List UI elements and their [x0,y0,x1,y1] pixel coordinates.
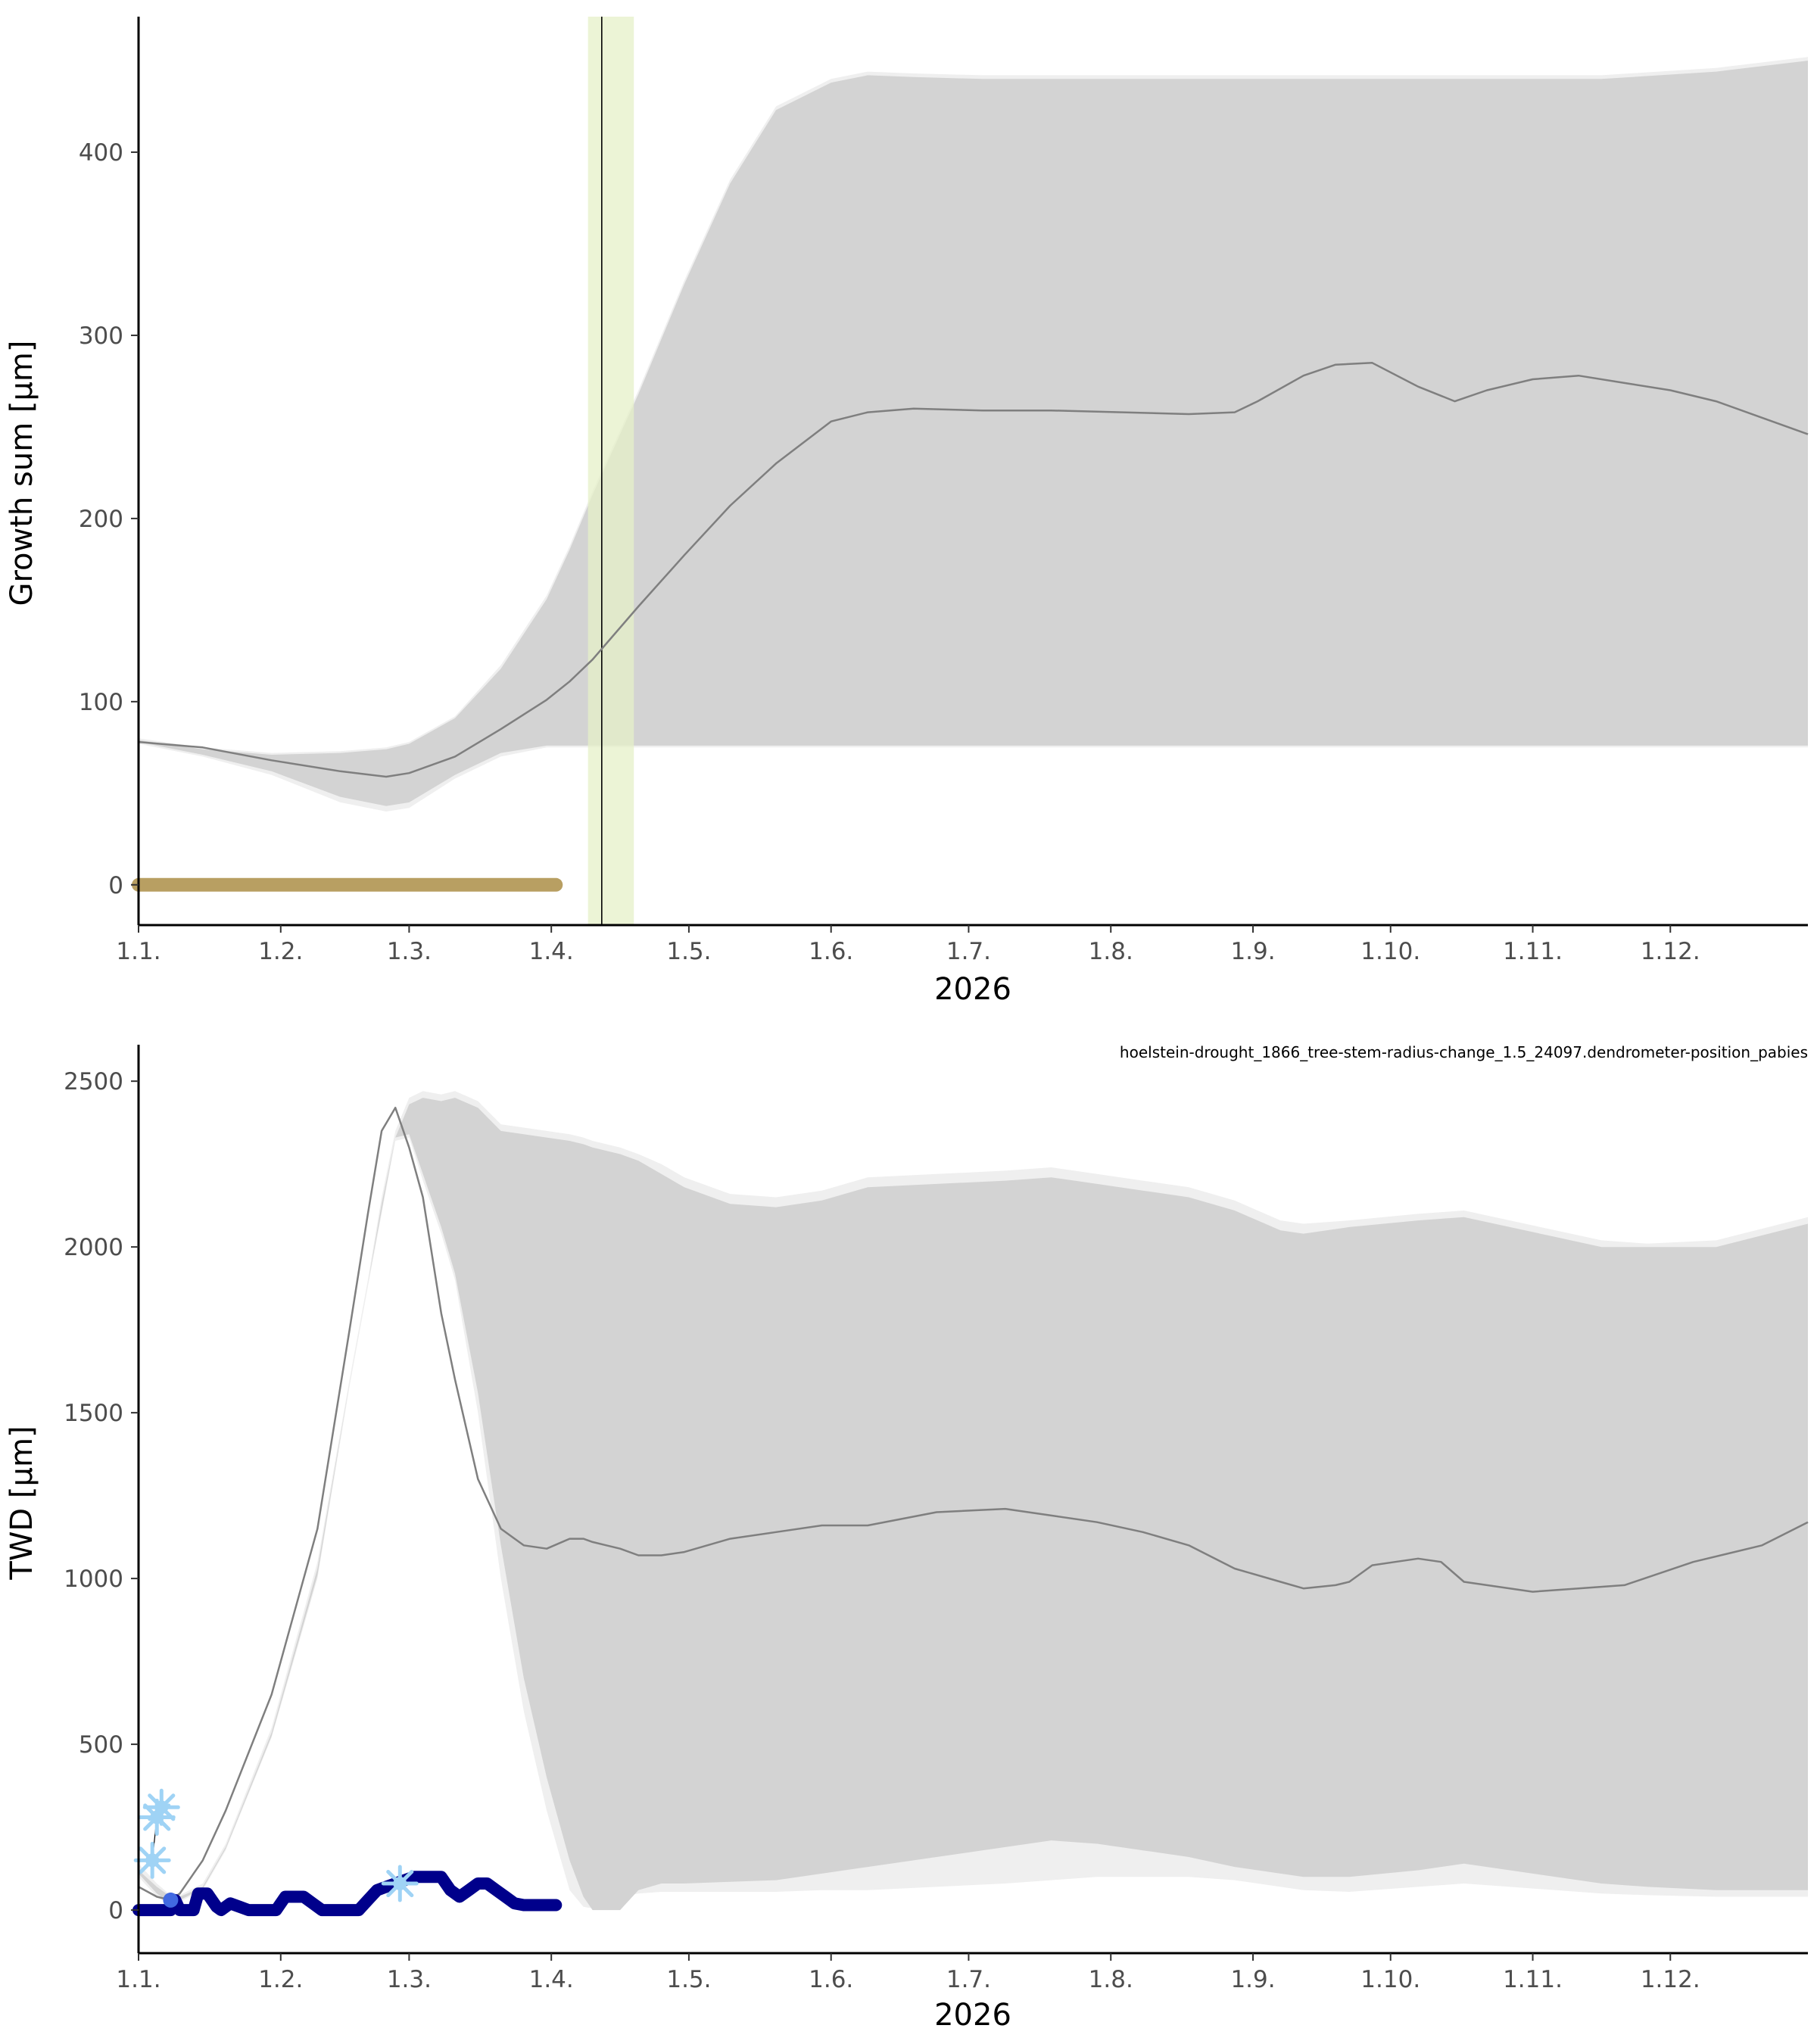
twd-x-tick-label: 1.7. [946,1966,991,1993]
growth-x-tick-label: 1.2. [258,938,303,965]
twd-x-tick-label: 1.5. [666,1966,711,1993]
growth-onset-band [587,17,634,925]
twd-x-tick-label: 1.8. [1089,1966,1133,1993]
twd-marker-point-0 [163,1892,179,1908]
twd-y-axis-title: TWD [µm] [5,1426,39,1580]
twd-x-axis-title: 2026 [934,1998,1011,2033]
growth-x-tick-label: 1.5. [666,938,711,965]
growth-x-tick-label: 1.11. [1503,938,1563,965]
growth-x-tick-label: 1.7. [946,938,991,965]
growth-plot-area [132,17,1809,925]
twd-x-tick-label: 1.12. [1641,1966,1700,1993]
twd-y-tick-label: 1000 [64,1566,123,1593]
growth-x-tick-label: 1.3. [387,938,432,965]
twd-plot-area [132,1091,1809,1917]
growth-y-tick-label: 200 [79,506,123,533]
twd-x-tick-label: 1.6. [809,1966,853,1993]
growth-y-tick-label: 300 [79,322,123,350]
figure-caption: hoelstein-drought_1866_tree-stem-radius-… [1120,1043,1808,1061]
growth-y-tick-label: 100 [79,689,123,716]
twd-x-tick-label: 1.4. [529,1966,574,1993]
growth-x-tick-label: 1.6. [809,938,853,965]
snowflake-icon [381,1865,419,1902]
twd-x-tick-label: 1.2. [258,1966,303,1993]
growth-x-tick-label: 1.8. [1089,938,1133,965]
twd-panel: hoelstein-drought_1866_tree-stem-radius-… [5,1043,1809,2033]
twd-y-tick-label: 2000 [64,1234,123,1261]
snowflake-icon [133,1841,171,1879]
twd-y-tick-label: 1500 [64,1400,123,1427]
snowflake-icon [142,1788,180,1826]
growth-y-tick-label: 0 [108,872,123,899]
growth-x-tick-label: 1.1. [116,938,161,965]
twd-current-year-line [132,1871,563,1917]
twd-y-tick-label: 500 [79,1731,123,1759]
growth-range-band-inner [139,61,1808,806]
twd-x-tick-label: 1.1. [116,1966,161,1993]
growth-x-tick-label: 1.9. [1230,938,1275,965]
twd-median-line [138,1106,1809,1902]
growth-y-axis-title: Growth sum [µm] [5,341,39,606]
growth-x-axis-title: 2026 [934,972,1011,1007]
growth-x-tick-label: 1.4. [529,938,574,965]
growth-panel: Growth sum [µm] 2026 0 100 200 300 400 1.1. 1.… [5,17,1809,1007]
twd-range-band-inner [139,1098,1808,1911]
twd-x-tick-label: 1.9. [1230,1966,1275,1993]
twd-y-tick-label: 2500 [64,1068,123,1095]
twd-x-tick-label: 1.3. [387,1966,432,1993]
twd-y-tick-label: 0 [108,1897,123,1924]
twd-x-tick-label: 1.10. [1360,1966,1420,1993]
growth-x-tick-label: 1.12. [1641,938,1700,965]
growth-y-tick-label: 400 [79,139,123,167]
twd-x-tick-label: 1.11. [1503,1966,1563,1993]
growth-x-tick-label: 1.10. [1360,938,1420,965]
growth-median-line [138,362,1809,778]
